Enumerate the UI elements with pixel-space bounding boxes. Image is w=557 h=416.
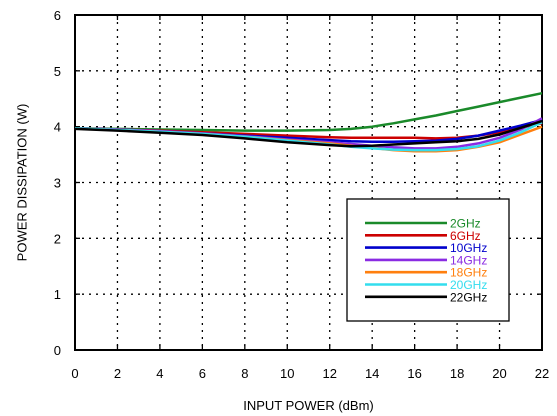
x-tick-label: 4 — [156, 366, 163, 381]
x-tick-label: 0 — [71, 366, 78, 381]
data-series — [74, 91, 543, 153]
series-line-2ghz — [74, 91, 543, 132]
y-tick-label: 2 — [54, 231, 61, 246]
legend-label: 14GHz — [450, 253, 487, 267]
x-tick-label: 22 — [535, 366, 549, 381]
y-tick-label: 6 — [54, 8, 61, 23]
x-tick-label: 8 — [241, 366, 248, 381]
x-tick-label: 10 — [280, 366, 294, 381]
y-tick-label: 0 — [54, 343, 61, 358]
y-tick-label: 3 — [54, 176, 61, 191]
x-tick-label: 2 — [114, 366, 121, 381]
x-tick-label: 18 — [450, 366, 464, 381]
x-axis-label: INPUT POWER (dBm) — [243, 398, 374, 413]
legend-label: 6GHz — [450, 229, 481, 243]
y-tick-label: 5 — [54, 64, 61, 79]
legend-label: 18GHz — [450, 266, 487, 280]
grid-lines — [75, 15, 542, 350]
y-axis-label: POWER DISSIPATION (W) — [14, 104, 29, 262]
legend-label: 20GHz — [450, 278, 487, 292]
series-line-22ghz — [74, 119, 543, 148]
x-tick-label: 16 — [407, 366, 421, 381]
x-tick-label: 12 — [322, 366, 336, 381]
legend-label: 2GHz — [450, 217, 481, 231]
x-tick-label: 20 — [492, 366, 506, 381]
y-tick-label: 4 — [54, 120, 61, 135]
legend-label: 22GHz — [450, 290, 487, 304]
x-tick-label: 6 — [199, 366, 206, 381]
x-tick-label: 14 — [365, 366, 379, 381]
legend-label: 10GHz — [450, 241, 487, 255]
y-tick-label: 1 — [54, 287, 61, 302]
